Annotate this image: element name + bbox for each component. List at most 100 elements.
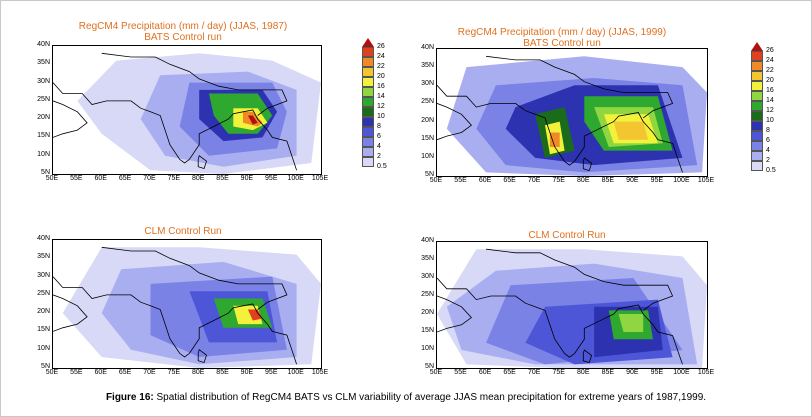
colorbar-swatch [362,137,374,147]
panel-3-title-line1: CLM Control Run [144,226,222,237]
y-tick-label: 5N [41,169,50,176]
colorbar-level-label: 4 [766,147,770,154]
y-tick-label: 25N [421,98,434,106]
x-tick-label: 55E [454,177,467,184]
country-border [101,52,288,116]
coastline [53,276,297,365]
coastline [53,100,88,138]
colorbar-level-label: 6 [766,137,770,144]
precip-contour-level-11 [247,309,263,321]
x-tick-label: 50E [45,175,59,182]
colorbar-swatch [362,47,374,57]
colorbar-level-label: 2 [766,157,770,164]
y-tick-label: 30N [421,80,434,88]
x-tick-label: 80E [191,175,205,182]
x-tick-label: 85E [216,175,229,182]
colorbar-level-label: 4 [377,143,381,150]
precip-contour-level-7 [618,314,644,332]
colorbar-swatch [751,81,763,91]
precip-field-1 [53,52,321,174]
colorbar-level-label: 12 [377,103,385,110]
x-tick-label: 90E [626,177,639,184]
y-tick-label: 10N [421,152,434,160]
coastline [437,103,472,141]
y-tick-label: 5N [425,363,434,370]
coastline [53,82,297,171]
y-tick-label: 15N [37,326,50,334]
y-tick-label: 5N [425,171,434,178]
colorbar-level-label: 10 [766,117,774,124]
colorbar-level-label: 6 [377,133,381,140]
x-tick-label: 70E [143,175,156,182]
colorbar-level-label: 26 [766,47,774,54]
panel-1-title: RegCM4 Precipitation (mm / day) (JJAS, 1… [48,21,318,43]
colorbar-level-label: 22 [377,63,385,70]
y-tick-label: 20N [37,308,50,316]
coastline [197,155,207,169]
x-tick-label: 95E [265,369,278,376]
x-tick-label: 95E [650,177,664,184]
x-tick-label: 55E [70,369,83,376]
coastline [53,294,88,332]
panel-4-title: CLM Control Run [432,230,702,241]
precip-field-4 [437,248,707,368]
precip-field-2 [437,55,707,176]
x-tick-label: 75E [167,369,181,376]
x-tick-label: 80E [577,177,590,184]
y-tick-label: 20N [421,309,434,316]
colorbar-swatch [751,61,763,71]
coastline [197,349,207,363]
colorbar-level-label: 24 [377,53,385,60]
y-tick-label: 30N [37,271,50,279]
map-panel-4 [436,241,708,369]
x-tick-label: 75E [167,175,181,182]
map-panel-2 [436,48,708,177]
colorbar-swatch [362,57,374,67]
x-tick-label: 90E [240,369,254,376]
colorbar-swatch [362,87,374,97]
x-tick-label: 70E [143,369,156,376]
colorbar-level-label: 16 [377,83,385,90]
x-tick-label: 50E [429,177,443,184]
colorbar-overflow-arrow [751,42,763,51]
y-tick-label: 10N [37,150,50,158]
colorbar-level-label: 20 [377,73,385,80]
x-tick-label: 55E [70,175,83,182]
y-tick-label: 10N [37,344,50,352]
x-tick-label: 100E [673,177,690,184]
y-tick-label: 30N [37,77,50,85]
panel-2-title-line2: BATS Control run [523,38,601,49]
y-tick-label: 40N [37,235,50,242]
x-tick-label: 105E [311,369,329,376]
y-tick-label: 15N [421,327,434,334]
y-tick-label: 30N [421,273,434,280]
colorbar-level-label: 22 [766,67,774,74]
y-tick-label: 40N [421,44,434,51]
x-tick-label: 50E [45,369,59,376]
y-tick-label: 35N [37,253,50,261]
figure-caption: Figure 16: Spatial distribution of RegCM… [0,392,812,403]
x-tick-label: 100E [287,369,304,376]
caption-label: Figure 16: [105,392,154,403]
panel-1-title-line1: RegCM4 Precipitation (mm / day) (JJAS, 1… [78,21,288,32]
x-tick-label: 90E [626,369,639,376]
colorbar-level-label: 8 [766,127,770,134]
x-tick-label: 85E [601,177,615,184]
x-tick-label: 105E [311,175,329,182]
x-tick-label: 55E [454,369,467,376]
colorbar-swatch [751,131,763,141]
colorbar-swatch [751,151,763,161]
x-tick-label: 90E [240,175,254,182]
colorbar-swatch [362,77,374,87]
panel-3-title: CLM Control Run [48,226,318,237]
colorbar-level-label: 10 [377,113,385,120]
coastline [437,85,683,173]
x-tick-label: 65E [118,369,132,376]
colorbar-swatch [362,117,374,127]
y-tick-label: 35N [421,255,434,262]
x-tick-label: 75E [552,369,565,376]
x-tick-label: 50E [429,369,443,376]
colorbar-swatch [751,101,763,111]
colorbar-swatch [362,147,374,157]
colorbar-swatch [362,107,374,117]
